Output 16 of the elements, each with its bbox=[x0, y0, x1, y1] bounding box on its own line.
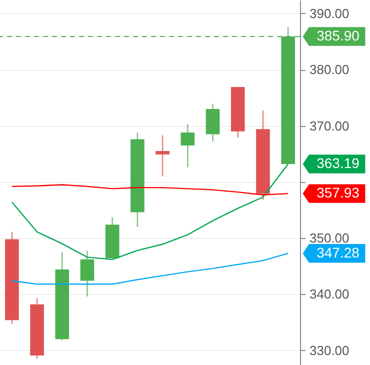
y-tick-label: 380.00 bbox=[310, 62, 350, 78]
line-series bbox=[11, 252, 289, 285]
y-tick-label: 330.00 bbox=[310, 342, 350, 358]
ref-line-label: 385.90 bbox=[316, 28, 360, 44]
y-tick-label: 340.00 bbox=[310, 286, 350, 302]
y-tick-label: 370.00 bbox=[310, 118, 350, 134]
line-series bbox=[11, 184, 289, 196]
text: 363.19 bbox=[316, 155, 360, 172]
candlestick bbox=[156, 134, 170, 177]
text: 347.28 bbox=[316, 244, 360, 260]
candlestick bbox=[80, 250, 94, 298]
y-tick-label: 390.00 bbox=[310, 6, 350, 21]
candlestick bbox=[180, 123, 195, 168]
line-series bbox=[11, 163, 289, 260]
y-tick-label: 350.00 bbox=[310, 230, 350, 246]
text: 357.93 bbox=[316, 184, 360, 201]
